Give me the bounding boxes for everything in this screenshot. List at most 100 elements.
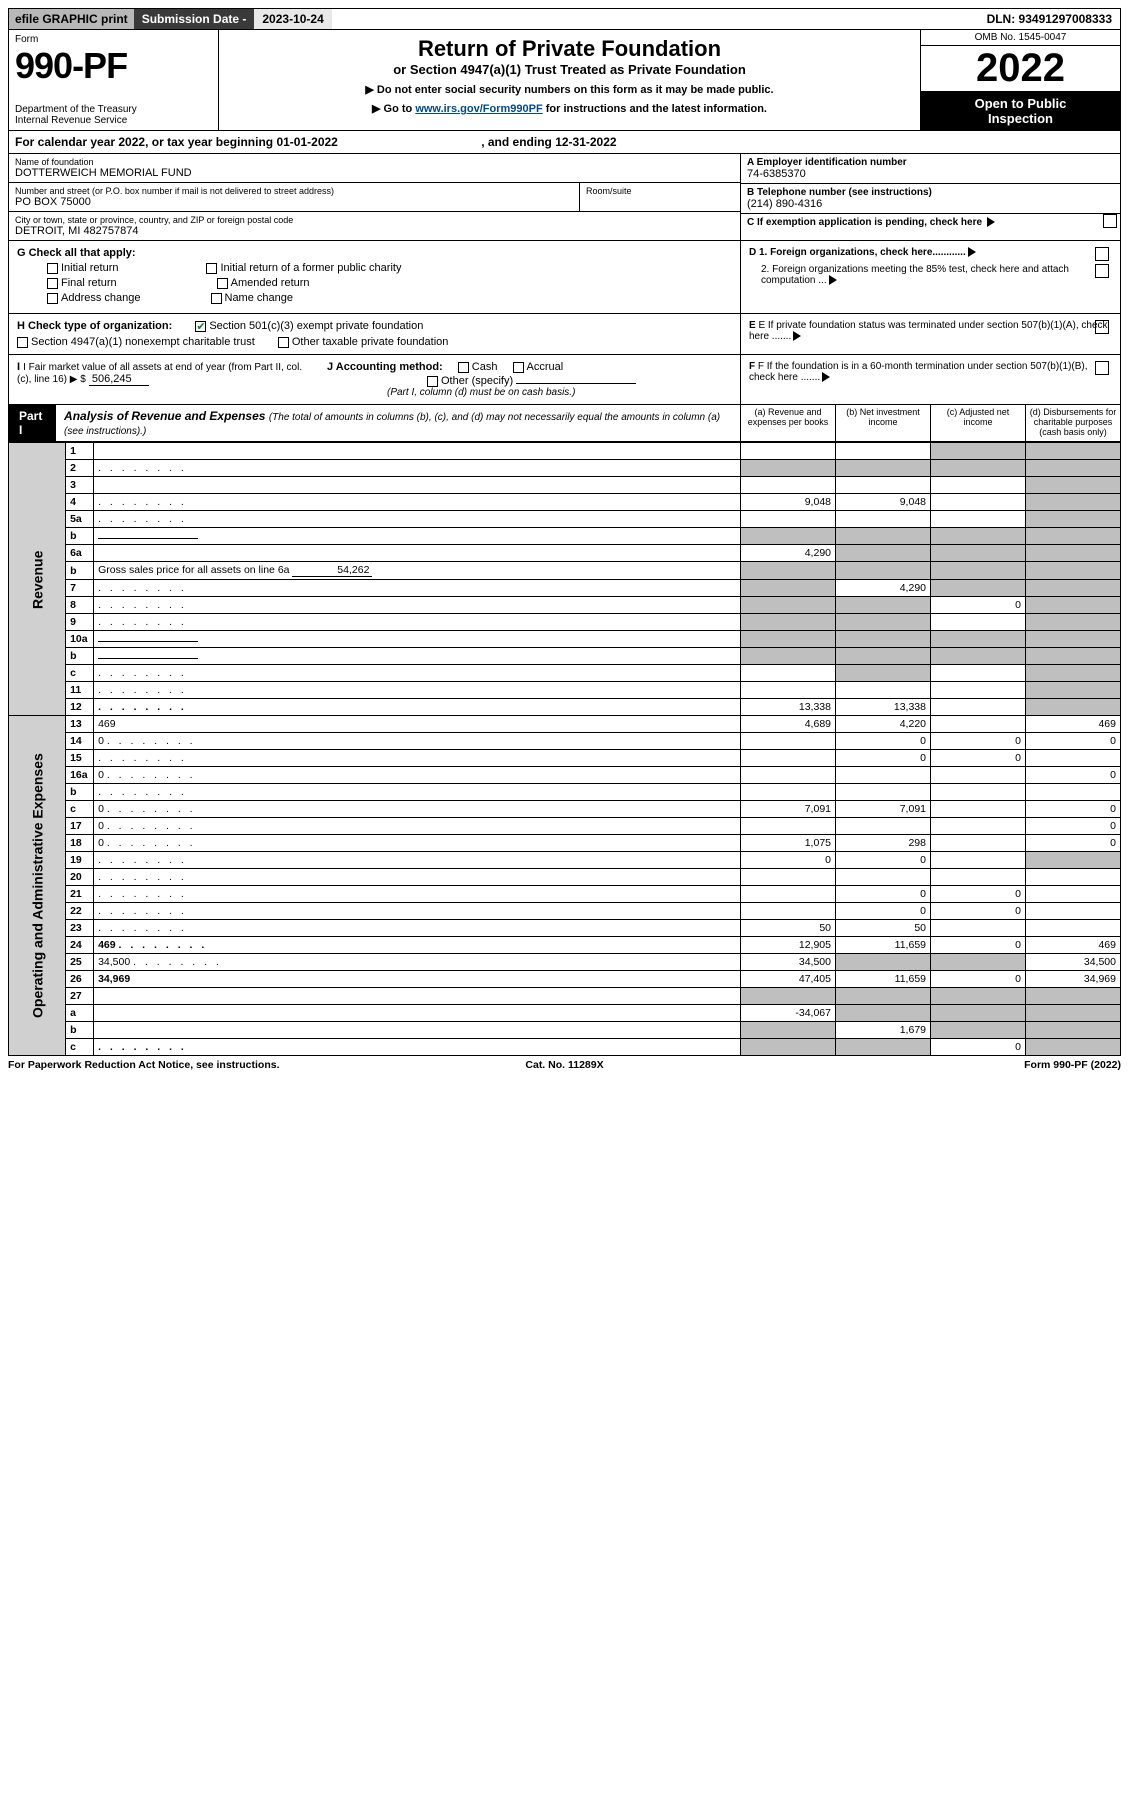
cell-a: 0: [741, 852, 836, 869]
room-block: Room/suite: [580, 183, 740, 211]
table-row: Revenue1: [9, 443, 1121, 460]
chk-d2[interactable]: [1095, 264, 1109, 278]
line-description: [94, 631, 741, 648]
open-public-badge: Open to Public Inspection: [921, 92, 1120, 130]
cell-a: [741, 443, 836, 460]
line-number: 17: [66, 818, 94, 835]
cell-c: [931, 699, 1026, 716]
cell-a: [741, 477, 836, 494]
cell-a: [741, 614, 836, 631]
chk-f[interactable]: [1095, 361, 1109, 375]
cell-b: [836, 1005, 931, 1022]
line-number: b: [66, 784, 94, 801]
tax-year: 2022: [921, 46, 1120, 92]
cell-c: [931, 1022, 1026, 1039]
cell-d: 0: [1026, 733, 1121, 750]
line-number: 13: [66, 716, 94, 733]
cell-c: 0: [931, 1039, 1026, 1056]
cell-c: 0: [931, 971, 1026, 988]
line-description: Gross sales price for all assets on line…: [94, 562, 741, 580]
form-word: Form: [15, 34, 212, 45]
col-b-hdr: (b) Net investment income: [835, 405, 930, 441]
cell-c: [931, 648, 1026, 665]
table-row: 140 . . . . . . . .000: [9, 733, 1121, 750]
line-description: . . . . . . . .: [94, 597, 741, 614]
cell-a: [741, 528, 836, 545]
cell-a: [741, 750, 836, 767]
cell-b: [836, 682, 931, 699]
chk-initial-return-former[interactable]: [206, 263, 217, 274]
line-number: b: [66, 648, 94, 665]
chk-amended-return[interactable]: [217, 278, 228, 289]
cell-d: [1026, 784, 1121, 801]
cell-d: [1026, 665, 1121, 682]
line-description: . . . . . . . .: [94, 494, 741, 511]
cell-d: 0: [1026, 801, 1121, 818]
line-number: 1: [66, 443, 94, 460]
chk-initial-return[interactable]: [47, 263, 58, 274]
chk-other-method[interactable]: [427, 376, 438, 387]
cell-d: [1026, 648, 1121, 665]
cell-a: [741, 988, 836, 1005]
table-row: 10a: [9, 631, 1121, 648]
cell-d: [1026, 988, 1121, 1005]
chk-501c3[interactable]: [195, 321, 206, 332]
exemption-pending: C If exemption application is pending, c…: [741, 214, 1120, 231]
topbar: efile GRAPHIC print Submission Date - 20…: [8, 8, 1121, 30]
chk-other-taxable[interactable]: [278, 337, 289, 348]
section-ij: I I Fair market value of all assets at e…: [8, 355, 1121, 405]
table-row: 2534,500 . . . . . . . .34,50034,500: [9, 954, 1121, 971]
line-number: 20: [66, 869, 94, 886]
cell-d: [1026, 511, 1121, 528]
line-description: . . . . . . . .: [94, 1039, 741, 1056]
cell-a: [741, 511, 836, 528]
cell-a: [741, 818, 836, 835]
cell-b: [836, 545, 931, 562]
cell-c: [931, 494, 1026, 511]
col-d-hdr: (d) Disbursements for charitable purpose…: [1025, 405, 1120, 441]
table-row: 8 . . . . . . . .0: [9, 597, 1121, 614]
line-number: 10a: [66, 631, 94, 648]
col-a-hdr: (a) Revenue and expenses per books: [740, 405, 835, 441]
dln: DLN: 93491297008333: [979, 9, 1120, 29]
chk-4947[interactable]: [17, 337, 28, 348]
instructions-link[interactable]: www.irs.gov/Form990PF: [415, 103, 542, 115]
chk-d1[interactable]: [1095, 247, 1109, 261]
chk-accrual[interactable]: [513, 362, 524, 373]
line-description: [94, 477, 741, 494]
chk-cash[interactable]: [458, 362, 469, 373]
line-description: . . . . . . . .: [94, 852, 741, 869]
line-number: a: [66, 1005, 94, 1022]
cell-c: 0: [931, 937, 1026, 954]
line-description: . . . . . . . .: [94, 886, 741, 903]
chk-final-return[interactable]: [47, 278, 58, 289]
table-row: c0 . . . . . . . .7,0917,0910: [9, 801, 1121, 818]
checkbox-c[interactable]: [1103, 214, 1117, 228]
chk-name-change[interactable]: [211, 293, 222, 304]
foundation-name-block: Name of foundation DOTTERWEICH MEMORIAL …: [9, 154, 740, 183]
address-block: Number and street (or P.O. box number if…: [9, 183, 580, 211]
cell-b: 50: [836, 920, 931, 937]
cell-c: [931, 920, 1026, 937]
cell-c: 0: [931, 733, 1026, 750]
cell-d: [1026, 477, 1121, 494]
table-row: 6a4,290: [9, 545, 1121, 562]
cell-d: [1026, 1022, 1121, 1039]
section-h: H Check type of organization: Section 50…: [8, 314, 1121, 355]
line-description: . . . . . . . .: [94, 784, 741, 801]
cell-d: [1026, 1005, 1121, 1022]
cell-b: [836, 614, 931, 631]
cell-b: [836, 1039, 931, 1056]
cell-d: [1026, 886, 1121, 903]
chk-address-change[interactable]: [47, 293, 58, 304]
line-description: 34,969: [94, 971, 741, 988]
chk-e[interactable]: [1095, 320, 1109, 334]
cell-b: [836, 954, 931, 971]
calendar-year-row: For calendar year 2022, or tax year begi…: [8, 131, 1121, 154]
table-row: 11 . . . . . . . .: [9, 682, 1121, 699]
cell-b: [836, 460, 931, 477]
cell-b: 0: [836, 750, 931, 767]
fmv-value: 506,245: [89, 373, 149, 386]
dept-treasury: Department of the Treasury Internal Reve…: [15, 104, 212, 126]
line-number: 8: [66, 597, 94, 614]
